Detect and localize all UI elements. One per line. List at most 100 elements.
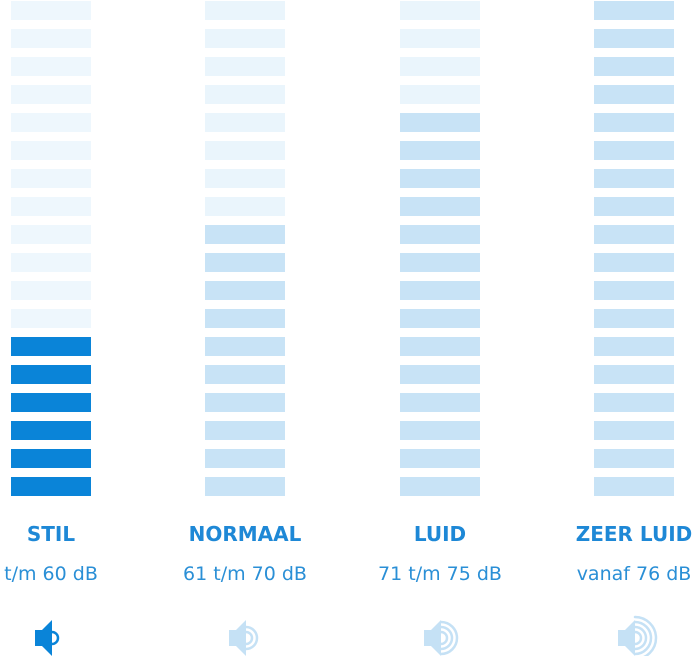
empty-bar (11, 1, 91, 20)
level-bar (400, 281, 480, 300)
level-bar (11, 337, 91, 356)
speaker-wave (50, 630, 60, 646)
empty-bar (11, 197, 91, 216)
empty-bar (11, 309, 91, 328)
level-bar (594, 393, 674, 412)
empty-bar (400, 29, 480, 48)
level-bar (400, 225, 480, 244)
level-bar (205, 337, 285, 356)
level-bar (400, 449, 480, 468)
empty-bar (205, 1, 285, 20)
level-bar (400, 421, 480, 440)
level-bar (205, 365, 285, 384)
level-label: LUID (414, 522, 466, 546)
level-bar (594, 225, 674, 244)
speaker-wave (439, 625, 454, 651)
speaker-icon (618, 615, 658, 656)
level-bar (400, 337, 480, 356)
level-range: t/m 60 dB (4, 563, 98, 585)
level-label: NORMAAL (189, 522, 302, 546)
speaker-wave (633, 615, 658, 656)
empty-bar (205, 85, 285, 104)
speaker-icon (35, 620, 60, 656)
level-bar (594, 281, 674, 300)
level-bar (594, 141, 674, 160)
level-bar (400, 113, 480, 132)
level-bar (594, 421, 674, 440)
level-bar (11, 365, 91, 384)
level-bar (205, 449, 285, 468)
level-bar (205, 393, 285, 412)
level-label: ZEER LUID (576, 522, 693, 546)
level-bar (205, 225, 285, 244)
level-bar (594, 449, 674, 468)
empty-bar (11, 113, 91, 132)
empty-bar (400, 1, 480, 20)
level-bar (594, 169, 674, 188)
level-bar (594, 309, 674, 328)
level-bar (594, 365, 674, 384)
speaker-wave (244, 630, 254, 646)
speaker-body (424, 620, 441, 656)
level-bar (11, 477, 91, 496)
level-bar (400, 477, 480, 496)
level-bar (594, 57, 674, 76)
empty-bar (11, 85, 91, 104)
level-bar (400, 365, 480, 384)
level-bar (594, 113, 674, 132)
empty-bar (11, 169, 91, 188)
level-bar (11, 449, 91, 468)
level-bar (205, 253, 285, 272)
speaker-wave (244, 625, 259, 651)
speaker-wave (633, 620, 653, 656)
speaker-wave (633, 630, 643, 646)
empty-bar (11, 281, 91, 300)
level-bar (205, 309, 285, 328)
level-bar (400, 141, 480, 160)
speaker-icon (229, 620, 259, 656)
level-bar (400, 309, 480, 328)
empty-bar (11, 225, 91, 244)
empty-bar (205, 57, 285, 76)
level-bar (400, 197, 480, 216)
empty-bar (11, 253, 91, 272)
speaker-body (618, 620, 635, 656)
speaker-icon (424, 620, 459, 656)
level-range: vanaf 76 dB (577, 563, 692, 585)
level-bar (594, 1, 674, 20)
level-bar (594, 85, 674, 104)
speaker-wave (633, 625, 648, 651)
level-bar (594, 253, 674, 272)
level-bar (11, 421, 91, 440)
level-bar (205, 421, 285, 440)
level-bar (11, 393, 91, 412)
empty-bar (205, 169, 285, 188)
level-bar (205, 477, 285, 496)
empty-bar (205, 113, 285, 132)
level-bar (400, 253, 480, 272)
speaker-wave (439, 620, 459, 656)
speaker-wave (439, 630, 449, 646)
level-bar (400, 169, 480, 188)
empty-bar (400, 57, 480, 76)
level-bar (400, 393, 480, 412)
empty-bar (205, 197, 285, 216)
speaker-body (35, 620, 52, 656)
empty-bar (205, 29, 285, 48)
speaker-body (229, 620, 246, 656)
empty-bar (11, 57, 91, 76)
level-bar (594, 197, 674, 216)
empty-bar (400, 85, 480, 104)
level-range: 71 t/m 75 dB (378, 563, 502, 585)
level-bar (594, 29, 674, 48)
level-bar (205, 281, 285, 300)
level-bar (594, 477, 674, 496)
empty-bar (11, 141, 91, 160)
level-label: STIL (27, 522, 75, 546)
empty-bar (11, 29, 91, 48)
empty-bar (205, 141, 285, 160)
level-range: 61 t/m 70 dB (183, 563, 307, 585)
level-bar (594, 337, 674, 356)
